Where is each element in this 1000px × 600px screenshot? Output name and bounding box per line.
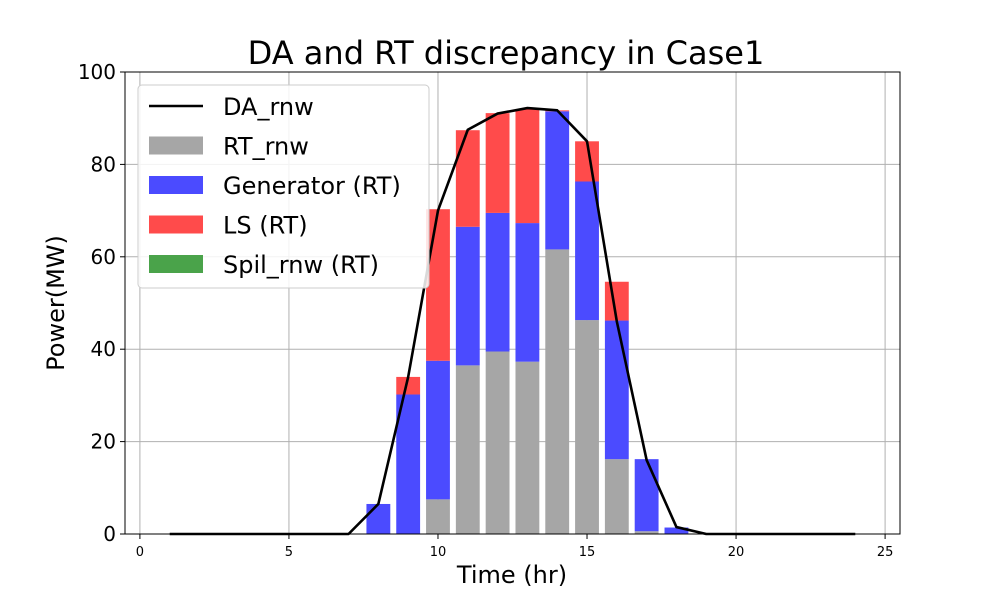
generator-rt-bar bbox=[485, 212, 510, 352]
legend-item-da-rnw: DA_rnw bbox=[149, 93, 314, 121]
x-tick-label: 15 bbox=[579, 545, 596, 560]
y-tick-label: 0 bbox=[103, 522, 116, 546]
legend-label: DA_rnw bbox=[223, 93, 314, 121]
x-tick-label: 25 bbox=[877, 545, 894, 560]
x-tick-label: 5 bbox=[285, 545, 293, 560]
generator-rt-bar bbox=[545, 111, 570, 250]
rt-rnw-bar bbox=[545, 249, 570, 534]
y-tick-label: 100 bbox=[78, 60, 116, 84]
ls-rt-bar bbox=[455, 130, 480, 227]
rt-rnw-bar bbox=[515, 361, 540, 534]
generator-rt-bar bbox=[664, 527, 689, 534]
ls-rt-bar bbox=[426, 209, 450, 361]
x-tick-label: 10 bbox=[430, 545, 447, 560]
rt-rnw-bar bbox=[634, 531, 659, 534]
legend: DA_rnw RT_rnw Generator (RT) LS (RT) Spil_rn… bbox=[137, 84, 430, 289]
rt-rnw-bar bbox=[485, 351, 510, 534]
ls-rt-bar bbox=[515, 108, 540, 224]
generator-rt-bar bbox=[426, 360, 450, 500]
legend-patch-swatch bbox=[149, 255, 203, 273]
plot-frame bbox=[124, 71, 901, 535]
x-tick-label: 20 bbox=[728, 545, 745, 560]
ls-rt-bar bbox=[485, 113, 510, 213]
legend-item-spil-rnw-rt: Spil_rnw (RT) bbox=[149, 251, 379, 279]
chart-title: DA and RT discrepancy in Case1 bbox=[248, 34, 765, 72]
generator-rt-bar bbox=[366, 503, 391, 534]
legend-patch-swatch bbox=[149, 176, 203, 194]
legend-label: Spil_rnw (RT) bbox=[223, 251, 379, 279]
legend-box bbox=[137, 84, 430, 289]
ls-rt-bar bbox=[396, 376, 421, 395]
rt-rnw-bar bbox=[604, 459, 629, 534]
generator-rt-bar bbox=[396, 394, 421, 534]
legend-item-ls-rt: LS (RT) bbox=[149, 212, 308, 240]
x-tick-label: 0 bbox=[136, 545, 144, 560]
legend-patch-swatch bbox=[149, 215, 203, 234]
rt-rnw-bar bbox=[426, 499, 450, 534]
rt-rnw-bar bbox=[455, 365, 480, 534]
legend-item-rt-rnw: RT_rnw bbox=[149, 133, 309, 161]
y-tick-label: 60 bbox=[91, 245, 116, 269]
y-tick-label: 20 bbox=[91, 430, 116, 454]
generator-rt-bar bbox=[515, 223, 540, 362]
generator-rt-bar bbox=[455, 226, 480, 366]
legend-item-generator-rt: Generator (RT) bbox=[149, 172, 401, 200]
x-axis-title: Time (hr) bbox=[456, 561, 567, 589]
y-tick-label: 80 bbox=[91, 152, 116, 176]
legend-label: LS (RT) bbox=[223, 212, 308, 240]
y-tick-label: 40 bbox=[91, 337, 116, 361]
ticks: 0 5 10 15 20 25 0 20 40 60 80 100 bbox=[78, 60, 894, 560]
generator-rt-bar bbox=[604, 320, 629, 460]
legend-label: Generator (RT) bbox=[223, 172, 401, 200]
legend-patch-swatch bbox=[149, 136, 203, 155]
y-axis-title: Power(MW) bbox=[42, 235, 70, 371]
generator-rt-bar bbox=[634, 459, 659, 532]
rt-rnw-bar bbox=[575, 320, 599, 534]
legend-label: RT_rnw bbox=[223, 133, 309, 161]
generator-rt-bar bbox=[575, 181, 599, 321]
